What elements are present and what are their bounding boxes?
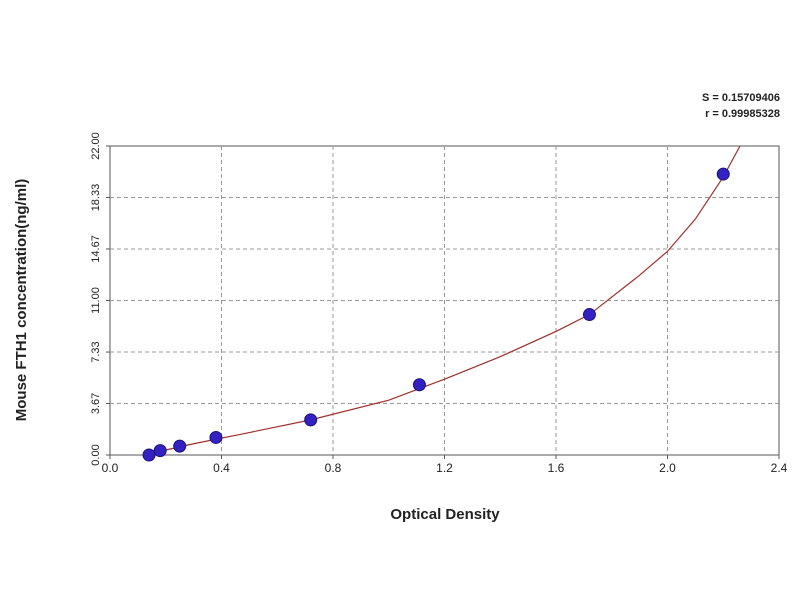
data-point (582, 308, 596, 322)
x-axis-label: Optical Density (390, 506, 500, 523)
data-point (304, 413, 318, 427)
y-axis-label: Mouse FTH1 concentration(ng/ml) (13, 179, 30, 422)
data-point (173, 439, 187, 453)
y-tick-label: 18.33 (90, 184, 102, 212)
y-tick-label: 11.00 (90, 287, 102, 314)
x-tick-label: 1.6 (548, 461, 565, 475)
y-tick-label: 3.67 (90, 393, 102, 414)
y-tick-label: 7.33 (90, 341, 102, 362)
x-tick-label: 0.4 (213, 461, 230, 475)
data-point (412, 378, 426, 392)
x-tick-label: 1.2 (436, 461, 453, 475)
data-point (716, 167, 730, 181)
y-tick-label: 14.67 (90, 235, 102, 263)
x-tick-label: 2.4 (771, 461, 788, 475)
fit-curve (143, 145, 741, 456)
y-tick-label: 22.00 (90, 132, 102, 160)
y-tick-label: 0.00 (90, 444, 102, 465)
data-point (209, 430, 223, 444)
data-point (142, 448, 156, 462)
x-tick-label: 0.8 (325, 461, 342, 475)
x-tick-label: 0.0 (102, 461, 119, 475)
annotation: r = 0.99985328 (705, 108, 780, 120)
annotation: S = 0.15709406 (702, 92, 780, 104)
x-tick-label: 2.0 (659, 461, 676, 475)
data-point (153, 444, 167, 458)
